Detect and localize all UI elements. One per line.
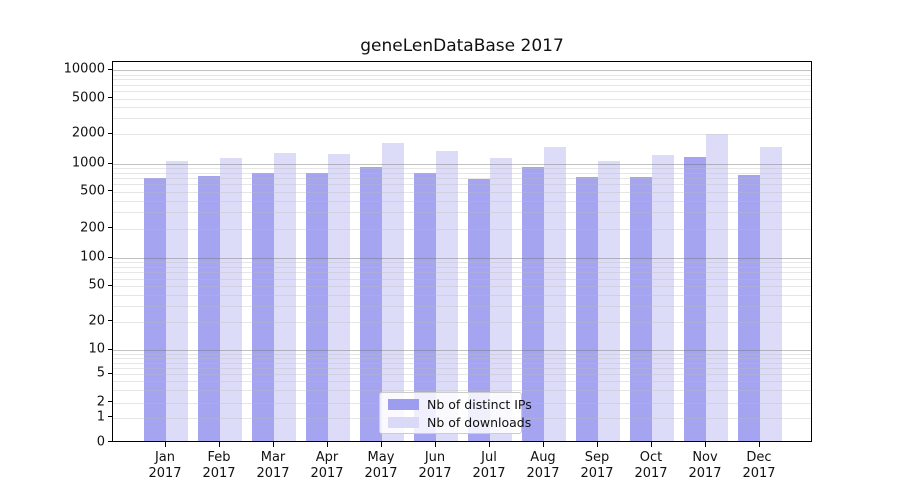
bar-distinct-ips (144, 178, 166, 441)
y-tick-mark (108, 97, 113, 99)
x-tick-label: Jun 2017 (418, 450, 452, 481)
x-tick-mark (164, 442, 166, 447)
y-tick-label: 100 (80, 249, 105, 265)
gridline (113, 91, 811, 93)
y-tick-mark (108, 162, 113, 164)
x-tick-mark (272, 442, 274, 447)
bar-distinct-ips (360, 167, 382, 441)
bar-distinct-ips (252, 173, 274, 441)
legend: Nb of distinct IPs Nb of downloads (379, 392, 532, 434)
y-tick-label: 500 (80, 183, 105, 198)
legend-item: Nb of distinct IPs (380, 397, 532, 412)
y-tick-label: 200 (80, 220, 105, 236)
y-tick-label: 20 (88, 313, 105, 329)
bar-distinct-ips (576, 176, 598, 441)
bar-downloads (760, 147, 782, 441)
y-tick-label: 1 (96, 409, 105, 425)
y-tick-label: 50 (88, 277, 105, 293)
gridline (113, 107, 811, 109)
x-tick-label: Nov 2017 (688, 450, 722, 481)
bar-distinct-ips (468, 179, 490, 441)
x-tick-mark (542, 442, 544, 447)
bar-downloads (544, 147, 566, 441)
x-tick-label: Sep 2017 (580, 450, 614, 481)
legend-swatch (388, 398, 419, 410)
bar-distinct-ips (414, 172, 436, 441)
y-tick-label: 0 (96, 434, 105, 449)
bar-downloads (220, 157, 242, 441)
y-tick-label: 2000 (71, 125, 105, 141)
bar-downloads (706, 133, 728, 441)
x-tick-mark (218, 442, 220, 447)
y-tick-mark (108, 416, 113, 418)
bar-downloads (274, 153, 296, 441)
x-tick-mark (704, 442, 706, 447)
y-tick-mark (108, 401, 113, 403)
bar-distinct-ips (198, 175, 220, 441)
legend-item: Nb of downloads (380, 415, 531, 430)
y-tick-mark (108, 372, 113, 374)
x-tick-label: Apr 2017 (310, 450, 344, 481)
y-tick-label: 5000 (71, 90, 105, 105)
x-tick-label: Jan 2017 (148, 450, 182, 481)
y-tick-mark (108, 132, 113, 134)
y-tick-mark (108, 227, 113, 229)
legend-swatch (388, 416, 419, 428)
y-tick-label: 1000 (71, 155, 105, 171)
gridline (113, 79, 811, 81)
plot-area (112, 61, 812, 442)
y-tick-mark (108, 190, 113, 192)
gridline (113, 74, 811, 76)
y-tick-mark (108, 256, 113, 258)
gridline (113, 98, 811, 100)
bar-distinct-ips (630, 177, 652, 441)
bar-downloads (598, 161, 620, 441)
y-tick-label: 10000 (63, 61, 105, 77)
gridline (113, 84, 811, 86)
y-tick-mark (108, 348, 113, 350)
bar-downloads (382, 142, 404, 441)
legend-label: Nb of downloads (427, 414, 532, 430)
bar-downloads (328, 153, 350, 441)
y-tick-mark (108, 441, 113, 443)
y-tick-mark (108, 68, 113, 70)
bar-downloads (436, 151, 458, 441)
x-tick-label: Dec 2017 (742, 450, 776, 481)
y-tick-mark (108, 284, 113, 286)
bar-distinct-ips (522, 167, 544, 441)
x-tick-mark (326, 442, 328, 447)
bar-downloads (652, 154, 674, 441)
y-tick-mark (108, 320, 113, 322)
gridline (113, 70, 811, 72)
gridline (113, 118, 811, 120)
y-tick-label: 5 (96, 365, 105, 381)
x-tick-mark (380, 442, 382, 447)
bar-downloads (490, 157, 512, 441)
y-tick-label: 2 (96, 394, 105, 410)
x-tick-mark (596, 442, 598, 447)
x-tick-mark (650, 442, 652, 447)
x-tick-label: Aug 2017 (526, 450, 560, 481)
chart-title: geneLenDataBase 2017 (360, 36, 564, 56)
x-tick-mark (758, 442, 760, 447)
y-tick-label: 10 (88, 341, 105, 357)
bar-downloads (166, 161, 188, 441)
x-tick-label: Oct 2017 (634, 450, 668, 481)
x-tick-label: Feb 2017 (202, 450, 236, 481)
x-tick-mark (434, 442, 436, 447)
bar-distinct-ips (738, 175, 760, 441)
x-tick-label: Jul 2017 (472, 450, 506, 481)
x-tick-label: May 2017 (364, 450, 398, 481)
bar-distinct-ips (306, 173, 328, 441)
x-tick-mark (488, 442, 490, 447)
x-tick-label: Mar 2017 (256, 450, 290, 481)
bar-distinct-ips (684, 157, 706, 441)
legend-label: Nb of distinct IPs (427, 396, 532, 412)
